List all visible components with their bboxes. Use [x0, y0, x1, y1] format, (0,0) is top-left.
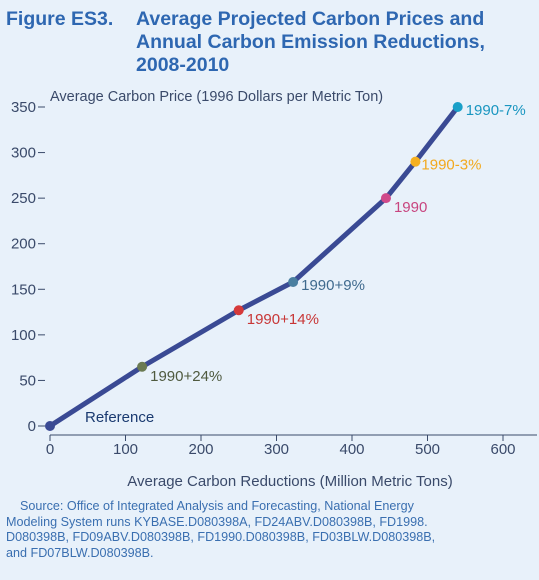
source-line-2: Modeling System runs KYBASE.D080398A, FD… — [6, 515, 534, 531]
data-point-labels: Reference 1990+24% 1990+14% 1990+9% 1990 1990… — [85, 102, 526, 426]
source-line-1: Source: Office of Integrated Analysis an… — [6, 499, 534, 515]
data-point — [288, 277, 298, 287]
x-tick-label: 0 — [46, 441, 54, 458]
data-point-label: 1990+24% — [150, 368, 222, 385]
y-tick-label: 350 — [11, 99, 36, 116]
data-point — [453, 102, 463, 112]
series-line — [50, 107, 458, 426]
data-point-label: 1990+14% — [247, 311, 319, 328]
data-point-label: 1990-3% — [421, 157, 481, 174]
x-tick-label: 400 — [339, 441, 364, 458]
data-point-label: 1990+9% — [301, 277, 365, 294]
y-axis-label: Average Carbon Price (1996 Dollars per M… — [50, 89, 383, 105]
x-tick-label: 200 — [188, 441, 213, 458]
y-tick-label: 200 — [11, 236, 36, 253]
data-point — [234, 305, 244, 315]
x-tick-label: 100 — [113, 441, 138, 458]
data-point-label: 1990-7% — [466, 102, 526, 119]
source-note: Source: Office of Integrated Analysis an… — [6, 499, 534, 561]
x-axis-label: Average Carbon Reductions (Million Metri… — [127, 473, 452, 490]
y-tick-label: 0 — [28, 418, 36, 435]
x-tick-label: 500 — [415, 441, 440, 458]
data-point — [45, 421, 55, 431]
data-point-label: Reference — [85, 409, 154, 426]
data-point — [137, 362, 147, 372]
y-tick-label: 250 — [11, 190, 36, 207]
x-tick-label: 300 — [264, 441, 289, 458]
x-tick-label: 600 — [490, 441, 515, 458]
chart: 0 50 100 150 200 250 300 350 0 100 200 300 400 500 60… — [0, 0, 539, 500]
y-axis: 0 50 100 150 200 250 300 350 — [11, 99, 45, 435]
y-tick-label: 50 — [19, 372, 36, 389]
data-point — [381, 193, 391, 203]
y-tick-label: 300 — [11, 145, 36, 162]
source-line-4: and FD07BLW.D080398B. — [6, 546, 534, 562]
data-point — [410, 157, 420, 167]
y-tick-label: 100 — [11, 327, 36, 344]
source-line-3: D080398B, FD09ABV.D080398B, FD1990.D0803… — [6, 530, 534, 546]
data-point-label: 1990 — [394, 199, 427, 216]
data-points — [45, 102, 463, 431]
x-axis: 0 100 200 300 400 500 600 — [46, 435, 537, 458]
y-tick-label: 150 — [11, 281, 36, 298]
